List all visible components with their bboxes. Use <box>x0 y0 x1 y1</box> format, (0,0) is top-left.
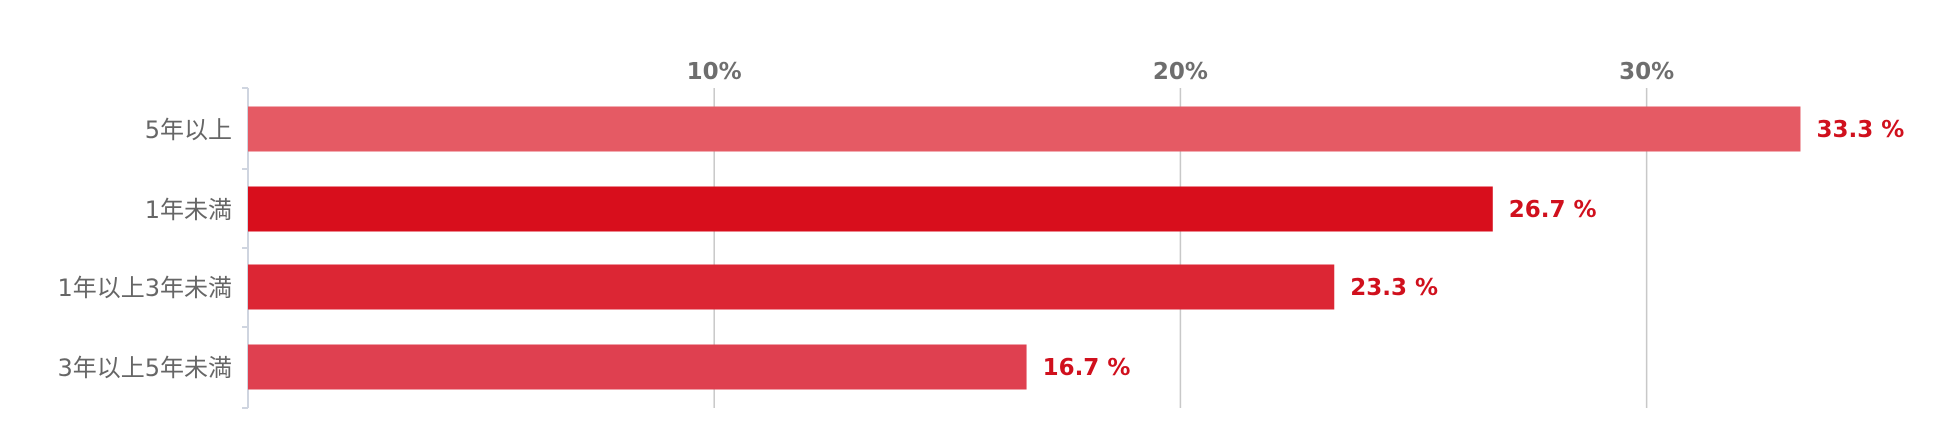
category-label: 1年以上3年未満 <box>57 274 232 302</box>
data-label: 23.3 % <box>1350 275 1438 301</box>
bar <box>248 186 1493 232</box>
x-tick-label: 20% <box>1153 59 1208 85</box>
x-tick-label: 10% <box>687 59 742 85</box>
data-label: 16.7 % <box>1043 355 1131 381</box>
category-label: 1年未満 <box>145 196 232 224</box>
bar <box>248 106 1801 152</box>
bar <box>248 264 1335 310</box>
x-tick-label: 30% <box>1619 59 1674 85</box>
category-label: 5年以上 <box>145 116 232 144</box>
data-label: 33.3 % <box>1816 117 1904 143</box>
data-label: 26.7 % <box>1509 197 1597 223</box>
category-label: 3年以上5年未満 <box>57 354 232 382</box>
bar <box>248 344 1027 390</box>
